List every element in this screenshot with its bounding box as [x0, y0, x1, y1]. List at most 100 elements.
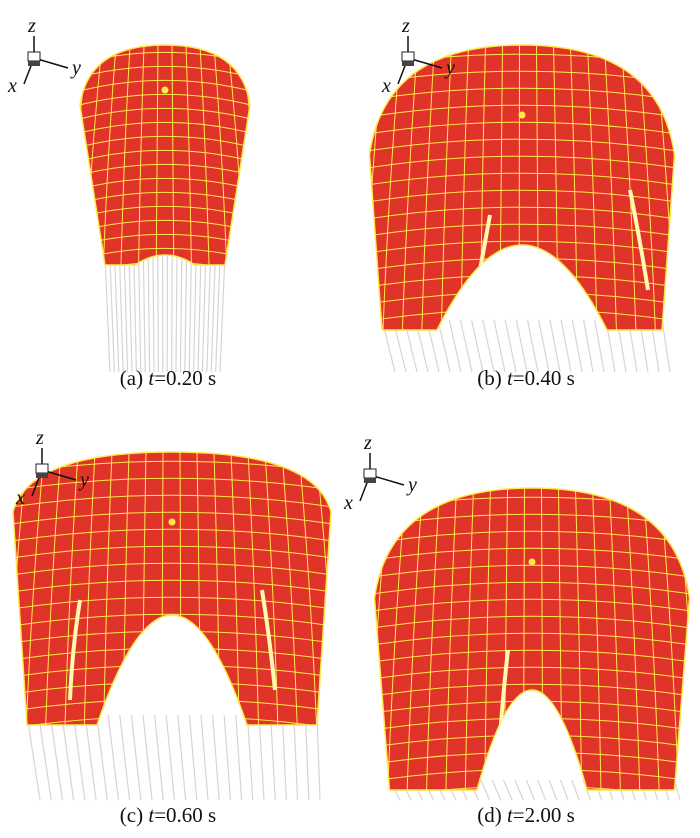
caption-var: t	[148, 803, 155, 827]
caption-value: =2.00 s	[512, 803, 575, 827]
axis-label-x: x	[15, 487, 25, 509]
suspension-line	[118, 254, 124, 373]
suspension-line	[293, 714, 299, 801]
vent-marker	[518, 111, 526, 119]
suspension-line	[177, 714, 187, 801]
canopy-gap	[628, 189, 650, 291]
suspension-line	[537, 779, 547, 801]
suspension-line	[179, 254, 183, 373]
caption-var: t	[506, 803, 513, 827]
caption-label: (c)	[119, 803, 144, 827]
suspension-line	[142, 254, 146, 373]
suspension-line	[594, 319, 605, 373]
suspension-line	[571, 779, 580, 801]
suspension-line	[304, 714, 310, 801]
suspension-line	[128, 254, 133, 373]
caption-label: (d)	[477, 803, 502, 827]
suspension-line	[201, 254, 207, 373]
suspension-line	[480, 779, 491, 801]
axis-triad-icon: z y x	[343, 432, 417, 514]
canopy-fabric	[12, 451, 332, 726]
canopy-gap	[68, 599, 82, 701]
suspension-line	[538, 319, 550, 373]
canopy-b	[368, 44, 676, 373]
suspension-line	[96, 714, 108, 801]
suspension-line	[123, 254, 129, 373]
suspension-line	[104, 254, 111, 373]
suspension-line	[119, 714, 131, 801]
axis-triad-icon: z y x	[381, 15, 455, 97]
caption-b: (b) t=0.40 s	[477, 366, 575, 391]
caption-var: t	[148, 366, 155, 390]
suspension-line	[281, 714, 287, 801]
suspension-line	[559, 779, 569, 801]
caption-d: (d) t=2.00 s	[477, 803, 575, 828]
suspension-line	[84, 714, 97, 801]
suspension-line	[504, 319, 517, 373]
suspension-line	[171, 254, 173, 373]
canopy-gap	[260, 589, 277, 691]
caption-c: (c) t=0.60 s	[120, 803, 216, 828]
suspension-line	[235, 714, 243, 801]
suspension-line	[215, 254, 221, 373]
suspension-line	[493, 319, 506, 373]
suspension-line	[219, 254, 226, 373]
suspension-line	[258, 714, 265, 801]
axis-label-z: z	[27, 15, 36, 37]
suspension-line	[223, 714, 231, 801]
caption-value: =0.60 s	[154, 803, 217, 827]
axis-triad-icon: z y x	[7, 15, 81, 97]
suspension-line	[49, 714, 63, 801]
suspension-line	[548, 779, 558, 801]
axis-label-x: x	[343, 492, 353, 514]
suspension-line	[661, 319, 671, 373]
suspension-line	[437, 319, 451, 373]
axis-triad-icon: z y x	[15, 427, 89, 509]
suspension-line	[525, 779, 535, 801]
suspension-line	[482, 319, 495, 373]
suspension-line	[130, 714, 142, 801]
suspension-line	[197, 254, 202, 373]
suspension-line	[448, 319, 462, 373]
suspension-line	[270, 714, 276, 801]
suspension-line	[515, 319, 528, 373]
canopy-c	[12, 451, 332, 801]
suspension-line	[147, 254, 151, 373]
suspension-line	[72, 714, 86, 801]
suspension-line	[154, 714, 164, 801]
suspension-line	[491, 779, 502, 801]
suspension-line	[212, 714, 220, 801]
suspension-line	[61, 714, 75, 801]
caption-label: (b)	[477, 366, 502, 390]
caption-label: (a)	[119, 366, 144, 390]
suspension-line	[471, 319, 484, 373]
canopy-d	[373, 487, 691, 801]
axis-label-z: z	[363, 432, 372, 454]
caption-value: =0.40 s	[512, 366, 575, 390]
suspension-line	[549, 319, 561, 373]
suspension-line	[206, 254, 212, 373]
suspension-line	[152, 254, 155, 373]
suspension-line	[138, 254, 142, 373]
suspension-line	[193, 254, 197, 373]
suspension-line	[107, 714, 119, 801]
axis-label-x: x	[381, 75, 391, 97]
suspension-line	[165, 714, 175, 801]
axis-label-y: y	[70, 57, 81, 79]
suspension-line	[109, 254, 115, 373]
suspension-line	[188, 254, 192, 373]
suspension-line	[514, 779, 524, 801]
suspension-line	[527, 319, 539, 373]
caption-value: =0.20 s	[154, 366, 217, 390]
vent-marker	[528, 558, 536, 566]
suspension-line	[114, 254, 120, 373]
suspension-line	[133, 254, 137, 373]
suspension-line	[583, 319, 594, 373]
suspension-line	[246, 714, 254, 801]
suspension-line	[571, 319, 583, 373]
suspension-line	[502, 779, 513, 801]
axis-label-y: y	[78, 469, 89, 491]
suspension-line	[210, 254, 216, 373]
